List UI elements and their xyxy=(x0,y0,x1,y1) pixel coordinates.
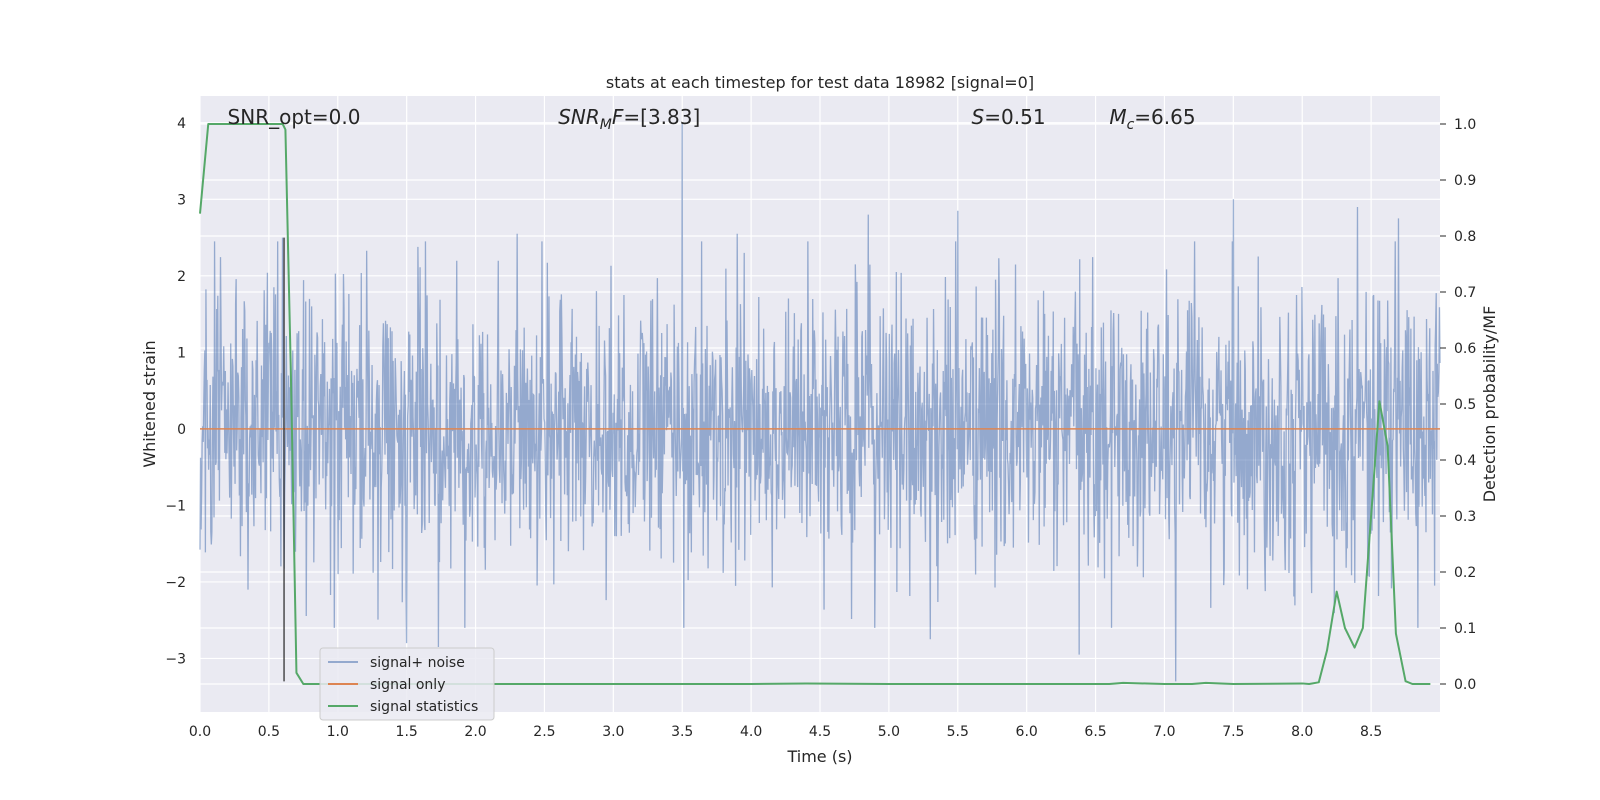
left-y-tick-label: 4 xyxy=(177,116,186,132)
x-tick-label: 5.5 xyxy=(947,724,969,740)
x-tick-label: 2.5 xyxy=(533,724,555,740)
x-tick-label: 4.0 xyxy=(740,724,762,740)
right-y-tick-label: 0.4 xyxy=(1454,453,1476,469)
legend-label-signal-only: signal only xyxy=(370,677,445,693)
right-y-tick-label: 0.2 xyxy=(1454,565,1476,581)
annotation-3: Mc=6.65 xyxy=(1109,105,1195,133)
chart-title: stats at each timestep for test data 189… xyxy=(606,73,1034,92)
right-y-tick-label: 1.0 xyxy=(1454,117,1476,133)
right-y-tick-label: 0.5 xyxy=(1454,397,1476,413)
legend-label-signal-statistics: signal statistics xyxy=(370,699,478,715)
series-signal-statistics-group xyxy=(199,123,1431,685)
right-y-axis-label: Detection probability/MF xyxy=(1480,306,1499,503)
left-y-tick-label: 1 xyxy=(177,345,186,361)
series-signal-noise-line xyxy=(199,122,1441,682)
right-y-tick-label: 0.7 xyxy=(1454,285,1476,301)
x-tick-labels: 0.0 0.5 1.0 1.5 2.0 2.5 3.0 3.5 4.0 4.5 5.0 5.5 6.0 6… xyxy=(189,724,1382,740)
series-signal-statistics-line xyxy=(199,123,1431,685)
annotation-2: S=0.51 xyxy=(972,105,1046,129)
x-tick-label: 4.5 xyxy=(809,724,831,740)
x-tick-label: 1.0 xyxy=(327,724,349,740)
right-y-tick-label: 0.6 xyxy=(1454,341,1476,357)
left-y-tick-label: −2 xyxy=(165,575,186,591)
legend-box xyxy=(319,647,495,721)
left-y-tick-label: 3 xyxy=(177,192,186,208)
x-tick-label: 1.5 xyxy=(396,724,418,740)
right-y-tick-label: 0.8 xyxy=(1454,229,1476,245)
x-tick-label: 8.0 xyxy=(1291,724,1313,740)
left-y-tick-label: 2 xyxy=(177,269,186,285)
x-tick-label: 7.0 xyxy=(1153,724,1175,740)
right-y-tick-label: 0.1 xyxy=(1454,621,1476,637)
annotation-1: SNRMF=[3.83] xyxy=(558,105,700,133)
annotation-0: SNR_opt=0.0 xyxy=(228,105,361,129)
right-y-tick-labels: 0.0 0.1 0.2 0.3 0.4 0.5 0.6 0.7 0.8 0.9 1.0 xyxy=(1440,117,1476,693)
x-tick-label: 3.5 xyxy=(671,724,693,740)
left-y-axis-label: Whitened strain xyxy=(140,340,159,467)
legend: signal+ noise signal only signal statist… xyxy=(319,647,495,721)
left-y-tick-label: 0 xyxy=(177,422,186,438)
x-tick-label: 2.0 xyxy=(464,724,486,740)
x-tick-label: 7.5 xyxy=(1222,724,1244,740)
x-tick-label: 0.0 xyxy=(189,724,211,740)
right-y-tick-label: 0.3 xyxy=(1454,509,1476,525)
x-tick-label: 8.5 xyxy=(1360,724,1382,740)
right-y-tick-label: 0.9 xyxy=(1454,173,1476,189)
x-tick-label: 3.0 xyxy=(602,724,624,740)
left-y-tick-label: −3 xyxy=(165,651,186,667)
x-tick-label: 6.0 xyxy=(1016,724,1038,740)
left-y-tick-label: −1 xyxy=(165,498,186,514)
left-y-tick-labels: −3 −2 −1 0 1 2 3 4 xyxy=(165,116,186,668)
x-tick-label: 5.0 xyxy=(878,724,900,740)
right-y-tick-label: 0.0 xyxy=(1454,677,1476,693)
legend-label-signal-noise: signal+ noise xyxy=(370,655,465,671)
series-signal-noise xyxy=(199,122,1441,682)
x-tick-label: 0.5 xyxy=(258,724,280,740)
x-axis-label: Time (s) xyxy=(786,747,852,766)
x-tick-label: 6.5 xyxy=(1084,724,1106,740)
annotations: SNR_opt=0.0 SNRMF=[3.83] S=0.51 Mc=6.65 xyxy=(228,105,1196,133)
